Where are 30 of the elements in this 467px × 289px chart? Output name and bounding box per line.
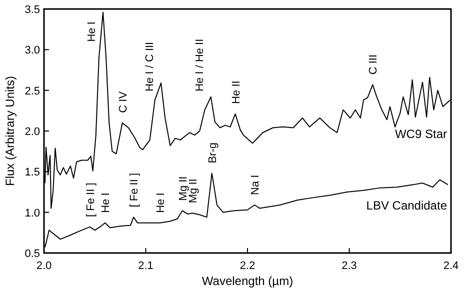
annotation: [ Fe II ]	[128, 172, 141, 208]
y-tick-label: 0.5	[24, 248, 40, 260]
annotation: He I	[100, 192, 112, 213]
annotation: He I / He II	[194, 38, 206, 92]
annotation: Br-g	[206, 142, 219, 164]
annotation: C III	[368, 54, 380, 75]
y-tick-label: 1.5	[24, 166, 40, 179]
y-tick-label: 2.5	[24, 85, 40, 98]
annotation: Na I	[250, 174, 262, 196]
y-tick-label: 2.0	[24, 126, 40, 138]
annotation: He II	[230, 80, 242, 104]
x-tick-label: 2.1	[138, 260, 154, 272]
annotation: [ Fe II ]	[84, 182, 97, 217]
x-axis-title: Wavelength (µm)	[202, 274, 294, 288]
y-tick-label: 1.0	[24, 207, 40, 220]
annotation: Mg II	[188, 178, 200, 204]
x-tick-label: 2.0	[36, 260, 52, 272]
annotation: C IV	[117, 90, 130, 113]
annotation: He I / C III	[144, 42, 156, 92]
series-label: LBV Candidate	[366, 198, 448, 213]
x-tick-label: 2.4	[443, 260, 459, 272]
y-tick-label: 3.5	[24, 4, 40, 16]
series-label: WC9 Star	[394, 127, 447, 142]
y-axis-title: Flux (Arbitrary Units)	[3, 76, 17, 186]
annotation: He I	[154, 192, 167, 213]
annotation: He I	[86, 22, 98, 42]
annotation: Mg II	[177, 176, 190, 201]
y-tick-label: 3.0	[24, 44, 40, 57]
x-tick-label: 2.3	[342, 260, 357, 272]
x-tick-label: 2.2	[240, 260, 256, 272]
